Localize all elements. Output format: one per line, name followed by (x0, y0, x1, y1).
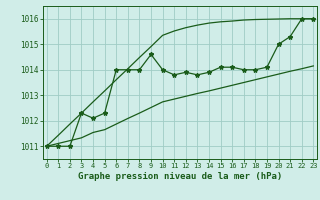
X-axis label: Graphe pression niveau de la mer (hPa): Graphe pression niveau de la mer (hPa) (78, 172, 282, 181)
